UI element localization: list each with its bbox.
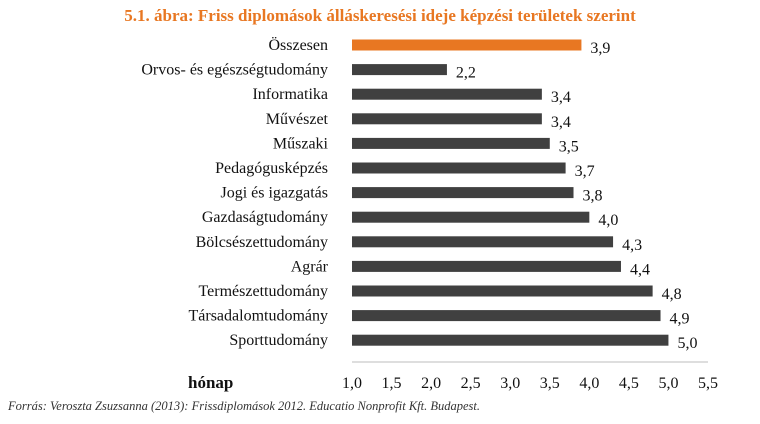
bar bbox=[352, 334, 669, 346]
bar-value-label: 3,7 bbox=[575, 163, 595, 180]
category-label: Műszaki bbox=[273, 135, 329, 152]
bar-value-label: 3,4 bbox=[551, 114, 571, 131]
source-note: Forrás: Veroszta Zsuzsanna (2013): Friss… bbox=[8, 399, 481, 413]
category-label: Összesen bbox=[268, 36, 328, 54]
x-tick-label: 5,5 bbox=[698, 375, 718, 392]
x-tick-label: 4,0 bbox=[579, 375, 599, 392]
x-tick-label: 3,5 bbox=[540, 375, 560, 392]
bar bbox=[352, 187, 574, 199]
x-tick-label: 5,0 bbox=[658, 375, 678, 392]
bar bbox=[352, 260, 621, 272]
bar-value-label: 4,8 bbox=[662, 286, 682, 303]
category-label: Művészet bbox=[266, 111, 329, 128]
bar-value-label: 2,2 bbox=[456, 65, 476, 82]
category-label: Természettudomány bbox=[199, 283, 329, 300]
bar-value-label: 5,0 bbox=[677, 335, 697, 352]
bar bbox=[352, 162, 566, 174]
bar-value-label: 4,3 bbox=[622, 237, 642, 254]
category-label: Jogi és igazgatás bbox=[220, 185, 328, 202]
x-tick-label: 1,5 bbox=[382, 375, 402, 392]
x-axis-label: hónap bbox=[188, 373, 233, 392]
x-tick-label: 2,5 bbox=[461, 375, 481, 392]
bar-value-label: 3,8 bbox=[583, 188, 603, 205]
category-label: Bölcsészettudomány bbox=[196, 234, 328, 251]
bar-value-label: 3,5 bbox=[559, 138, 579, 155]
bar-value-label: 3,9 bbox=[590, 40, 610, 57]
bar bbox=[352, 64, 447, 76]
bar bbox=[352, 88, 542, 100]
category-label: Agrár bbox=[291, 258, 329, 275]
bar bbox=[352, 39, 582, 51]
bar bbox=[352, 310, 661, 322]
x-tick-label: 1,0 bbox=[342, 375, 362, 392]
bar-value-label: 4,4 bbox=[630, 261, 650, 278]
category-label: Társadalomtudomány bbox=[188, 308, 328, 325]
bar bbox=[352, 285, 653, 297]
category-label: Gazdaságtudomány bbox=[202, 209, 328, 226]
category-label: Sporttudomány bbox=[229, 332, 328, 349]
bar bbox=[352, 137, 550, 149]
bar-value-label: 3,4 bbox=[551, 89, 571, 106]
x-tick-label: 4,5 bbox=[619, 375, 639, 392]
bar bbox=[352, 113, 542, 125]
x-tick-label: 2,0 bbox=[421, 375, 441, 392]
bar bbox=[352, 211, 590, 223]
category-label: Orvos- és egészségtudomány bbox=[141, 62, 328, 79]
bar bbox=[352, 236, 614, 248]
bar-value-label: 4,0 bbox=[598, 212, 618, 229]
bar-value-label: 4,9 bbox=[670, 311, 690, 328]
category-label: Pedagógusképzés bbox=[215, 160, 328, 177]
chart-title: 5.1. ábra: Friss diplomások álláskeresés… bbox=[124, 6, 636, 25]
category-label: Informatika bbox=[252, 86, 328, 103]
x-tick-label: 3,0 bbox=[500, 375, 520, 392]
